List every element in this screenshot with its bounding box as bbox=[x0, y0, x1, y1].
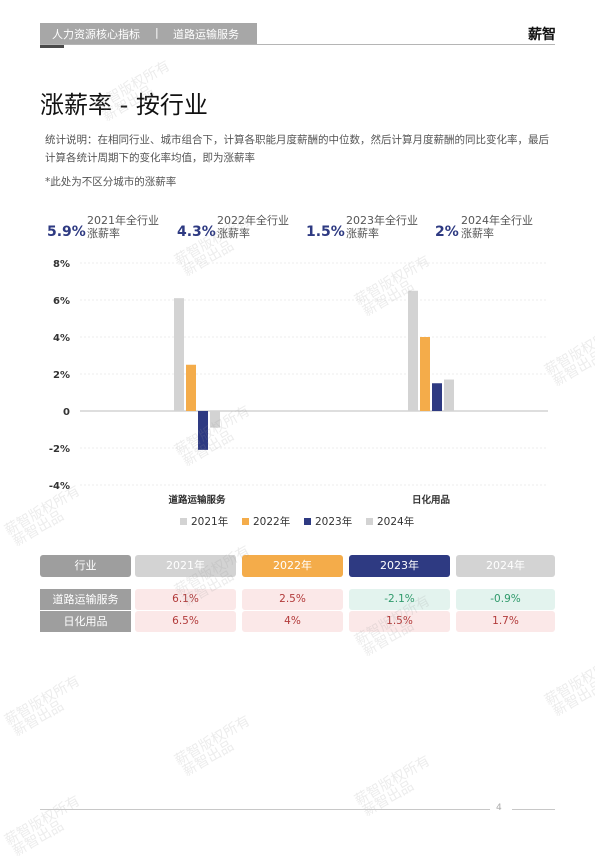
kpi-2023: 1.5% 2023年全行业 涨薪率 bbox=[306, 212, 426, 246]
kpi-value: 1.5% bbox=[306, 224, 345, 240]
legend-label: 2023年 bbox=[315, 515, 352, 528]
bar bbox=[420, 337, 430, 411]
watermark-text: 薪智版权所有 bbox=[172, 712, 253, 769]
table-row-label: 道路运输服务 bbox=[40, 589, 131, 610]
legend-label: 2022年 bbox=[253, 515, 290, 528]
watermark-text: 薪智出品 bbox=[180, 737, 237, 780]
table-cell: 1.7% bbox=[456, 611, 555, 632]
bar bbox=[408, 290, 418, 411]
table-cell: 1.5% bbox=[349, 611, 450, 632]
kpi-2022: 4.3% 2022年全行业 涨薪率 bbox=[177, 212, 297, 246]
bar bbox=[174, 298, 184, 411]
kpi-2021: 5.9% 2021年全行业 涨薪率 bbox=[47, 212, 167, 246]
table-cell: -0.9% bbox=[456, 589, 555, 610]
watermark-text: 薪智出品 bbox=[550, 347, 595, 390]
legend-label: 2021年 bbox=[191, 515, 228, 528]
footer-line bbox=[512, 809, 555, 810]
kpi-value: 2% bbox=[435, 224, 459, 240]
table-header-cell: 2024年 bbox=[456, 555, 555, 577]
bar bbox=[210, 411, 220, 428]
y-tick-label: 6% bbox=[53, 296, 70, 307]
watermark-text: 薪智出品 bbox=[360, 777, 417, 820]
kpi-label: 2022年全行业 涨薪率 bbox=[217, 214, 289, 240]
x-tick-label: 道路运输服务 bbox=[168, 494, 226, 506]
header-accent bbox=[40, 45, 64, 48]
table-cell: 6.1% bbox=[135, 589, 236, 610]
watermark-text: 薪智出品 bbox=[10, 697, 67, 740]
legend-swatch bbox=[242, 518, 249, 525]
table-header-cell: 2023年 bbox=[349, 555, 450, 577]
header-bar: 人力资源核心指标 | 道路运输服务 bbox=[40, 23, 257, 44]
y-tick-label: 2% bbox=[53, 370, 70, 381]
description: 统计说明：在相同行业、城市组合下，计算各职能月度薪酬的中位数，然后计算月度薪酬的… bbox=[45, 134, 549, 164]
kpi-label: 2021年全行业 涨薪率 bbox=[87, 214, 159, 240]
table-row-label: 日化用品 bbox=[40, 611, 131, 632]
y-tick-label: 0 bbox=[63, 407, 70, 418]
watermark-text: 薪智版权所有 bbox=[2, 792, 83, 849]
y-tick-label: 8% bbox=[53, 259, 70, 270]
bar-chart-svg: 8% 6% 4% 2% 0 -2% -4% 道路运输服务 日化用品 2021年 2022年 2023年… bbox=[49, 259, 548, 528]
header-subsection: 道路运输服务 bbox=[173, 28, 239, 41]
table-header-cell: 行业 bbox=[40, 555, 131, 577]
legend-swatch bbox=[366, 518, 373, 525]
legend-label: 2024年 bbox=[377, 515, 414, 528]
bar bbox=[186, 364, 196, 411]
x-tick-label: 日化用品 bbox=[412, 494, 450, 506]
kpi-label: 2024年全行业 涨薪率 bbox=[461, 214, 533, 240]
kpi-value: 5.9% bbox=[47, 224, 86, 240]
note: *此处为不区分城市的涨薪率 bbox=[45, 176, 177, 188]
watermark-text: 薪智版权所有 bbox=[352, 752, 433, 809]
table-cell: 4% bbox=[242, 611, 343, 632]
header-section: 人力资源核心指标 bbox=[52, 28, 140, 41]
bar bbox=[198, 411, 208, 450]
watermark-text: 薪智出品 bbox=[550, 677, 595, 720]
y-tick-label: -2% bbox=[49, 444, 70, 455]
table-cell: -2.1% bbox=[349, 589, 450, 610]
bar bbox=[444, 379, 454, 411]
table-cell: 2.5% bbox=[242, 589, 343, 610]
bar-chart: 8% 6% 4% 2% 0 -2% -4% 道路运输服务 日化用品 2021年 2022年 2023年… bbox=[40, 255, 555, 535]
kpi-value: 4.3% bbox=[177, 224, 216, 240]
table-cell: 6.5% bbox=[135, 611, 236, 632]
bar bbox=[432, 383, 442, 411]
header-divider: | bbox=[155, 26, 159, 39]
y-tick-label: -4% bbox=[49, 481, 70, 492]
table-header-cell: 2022年 bbox=[242, 555, 343, 577]
table-header-cell: 2021年 bbox=[135, 555, 236, 577]
watermark-text: 薪智版权所有 bbox=[2, 672, 83, 729]
watermark-text: 薪智版权所有 bbox=[542, 652, 595, 709]
header-line bbox=[40, 44, 555, 45]
kpi-label: 2023年全行业 涨薪率 bbox=[346, 214, 418, 240]
page-title: 涨薪率 - 按行业 bbox=[40, 91, 208, 119]
watermark-text: 薪智出品 bbox=[10, 817, 67, 860]
legend-swatch bbox=[304, 518, 311, 525]
kpi-2024: 2% 2024年全行业 涨薪率 bbox=[435, 212, 555, 246]
y-tick-label: 4% bbox=[53, 333, 70, 344]
brand-logo: 薪智 bbox=[528, 27, 556, 43]
legend-swatch bbox=[180, 518, 187, 525]
footer-line bbox=[40, 809, 490, 810]
page-number: 4 bbox=[496, 803, 502, 813]
